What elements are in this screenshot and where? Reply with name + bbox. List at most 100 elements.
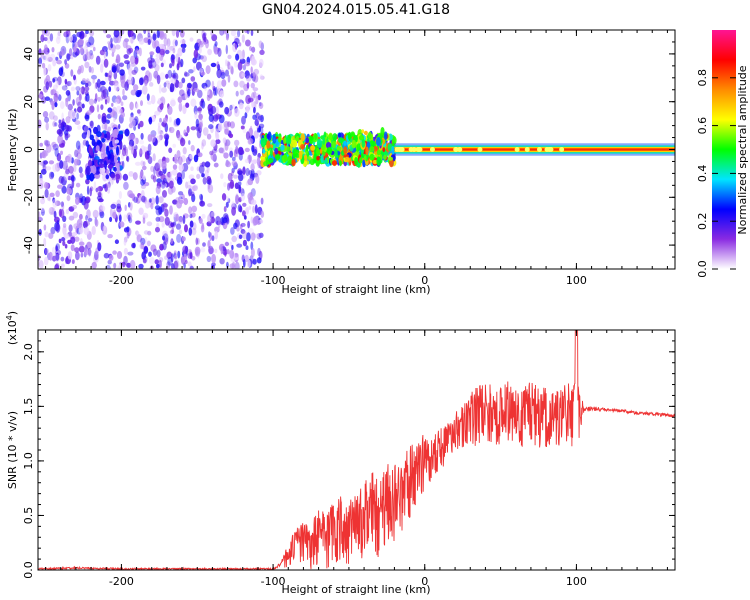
heatmap-blob bbox=[221, 79, 227, 87]
heatmap-blob bbox=[220, 71, 226, 80]
heatmap-blob bbox=[376, 156, 382, 166]
heatmap-blob bbox=[43, 224, 47, 231]
heatmap-blob bbox=[188, 174, 195, 180]
heatmap-blob bbox=[65, 97, 69, 107]
heatmap-blob bbox=[52, 84, 58, 91]
heatmap-blob bbox=[74, 236, 80, 242]
heatmap-blob bbox=[231, 167, 235, 173]
heatmap-blob bbox=[206, 133, 212, 140]
heatmap-blob bbox=[110, 37, 113, 44]
heatmap-blob bbox=[165, 266, 170, 269]
heatmap-blob bbox=[266, 133, 270, 139]
heatmap-blob bbox=[54, 253, 60, 262]
heatmap-blob bbox=[60, 201, 64, 207]
heatmap-blob bbox=[44, 248, 50, 255]
heatmap-blob bbox=[66, 81, 70, 87]
heatmap-blob bbox=[111, 52, 115, 57]
snr-y-multiplier: (x104) bbox=[5, 311, 20, 345]
heatmap-blob bbox=[148, 116, 153, 125]
heatmap-blob bbox=[112, 129, 118, 137]
heatmap-blob bbox=[160, 179, 166, 189]
heatmap-blob bbox=[150, 197, 156, 205]
heatmap-blob bbox=[166, 251, 173, 259]
heatmap-blob bbox=[544, 147, 550, 152]
heatmap-blob bbox=[167, 69, 173, 79]
heatmap-blob bbox=[180, 58, 184, 68]
heatmap-blob bbox=[298, 150, 303, 160]
heatmap-blob bbox=[155, 185, 161, 195]
heatmap-blob bbox=[196, 173, 201, 179]
heatmap-blob bbox=[58, 208, 63, 217]
heatmap-blob bbox=[155, 195, 159, 205]
heatmap-blob bbox=[60, 50, 65, 57]
heatmap-blob bbox=[62, 223, 67, 228]
heatmap-blob bbox=[399, 147, 405, 152]
heatmap-blob bbox=[44, 247, 48, 256]
heatmap-blob bbox=[82, 139, 87, 146]
heatmap-blob bbox=[113, 262, 117, 269]
heatmap-blob bbox=[369, 146, 375, 153]
heatmap-blob bbox=[106, 145, 110, 153]
heatmap-blob bbox=[234, 139, 240, 147]
heatmap-blob bbox=[144, 150, 150, 160]
heatmap-blob bbox=[192, 185, 198, 192]
heatmap-blob bbox=[429, 147, 435, 152]
heatmap-blob bbox=[306, 156, 312, 161]
heatmap-blob bbox=[142, 258, 147, 264]
heatmap-blob bbox=[388, 156, 393, 161]
heatmap-blob bbox=[45, 140, 50, 147]
x-tick-label: -200 bbox=[109, 575, 134, 588]
heatmap-blob bbox=[170, 99, 176, 107]
heatmap-blob bbox=[83, 227, 90, 236]
heatmap-blob bbox=[38, 211, 41, 221]
heatmap-blob bbox=[259, 74, 264, 80]
heatmap-blob bbox=[55, 36, 61, 44]
heatmap-blob bbox=[38, 57, 43, 65]
heatmap-blob bbox=[89, 172, 95, 182]
heatmap-blob bbox=[361, 139, 366, 148]
heatmap-blob bbox=[177, 156, 183, 165]
heatmap-blob bbox=[58, 123, 63, 129]
heatmap-blob bbox=[65, 124, 70, 132]
heatmap-blob bbox=[138, 207, 144, 215]
heatmap-blob bbox=[47, 196, 51, 201]
heatmap-blob bbox=[65, 34, 70, 44]
heatmap-blob bbox=[201, 139, 207, 147]
heatmap-blob bbox=[154, 57, 160, 65]
heatmap-blob bbox=[233, 80, 239, 88]
heatmap-blob bbox=[251, 46, 256, 53]
heatmap-blob bbox=[158, 206, 163, 215]
heatmap-blob bbox=[108, 75, 112, 82]
heatmap-blob bbox=[227, 198, 231, 204]
heatmap-blob bbox=[84, 61, 90, 69]
heatmap-blob bbox=[158, 216, 165, 223]
heatmap-blob bbox=[250, 163, 255, 171]
heatmap-blob bbox=[326, 147, 333, 155]
heatmap-blob bbox=[134, 161, 141, 166]
heatmap-blob bbox=[244, 158, 250, 164]
heatmap-blob bbox=[61, 201, 65, 212]
y-tick-label: 20 bbox=[22, 95, 35, 109]
heatmap-blob bbox=[274, 153, 281, 161]
heatmap-blob bbox=[111, 102, 114, 107]
heatmap-blob bbox=[280, 144, 285, 151]
heatmap-blob bbox=[240, 222, 246, 227]
heatmap-blob bbox=[41, 168, 47, 175]
heatmap-blob bbox=[77, 125, 82, 130]
heatmap-blob bbox=[184, 71, 188, 77]
heatmap-blob bbox=[41, 208, 45, 213]
heatmap-blob bbox=[163, 82, 167, 88]
heatmap-blob bbox=[178, 215, 183, 223]
heatmap-blob bbox=[146, 221, 153, 227]
heatmap-blob bbox=[152, 175, 157, 183]
heatmap-blob bbox=[68, 48, 73, 57]
heatmap-blob bbox=[90, 120, 94, 129]
heatmap-blob bbox=[236, 226, 240, 232]
heatmap-blob bbox=[74, 149, 79, 158]
x-tick-label: -200 bbox=[109, 274, 134, 287]
colorbar-gradient bbox=[712, 30, 736, 269]
x-tick-label: 0 bbox=[421, 575, 428, 588]
heatmap-blob bbox=[376, 149, 381, 156]
heatmap-blob bbox=[118, 214, 122, 223]
heatmap-blob bbox=[242, 166, 246, 175]
